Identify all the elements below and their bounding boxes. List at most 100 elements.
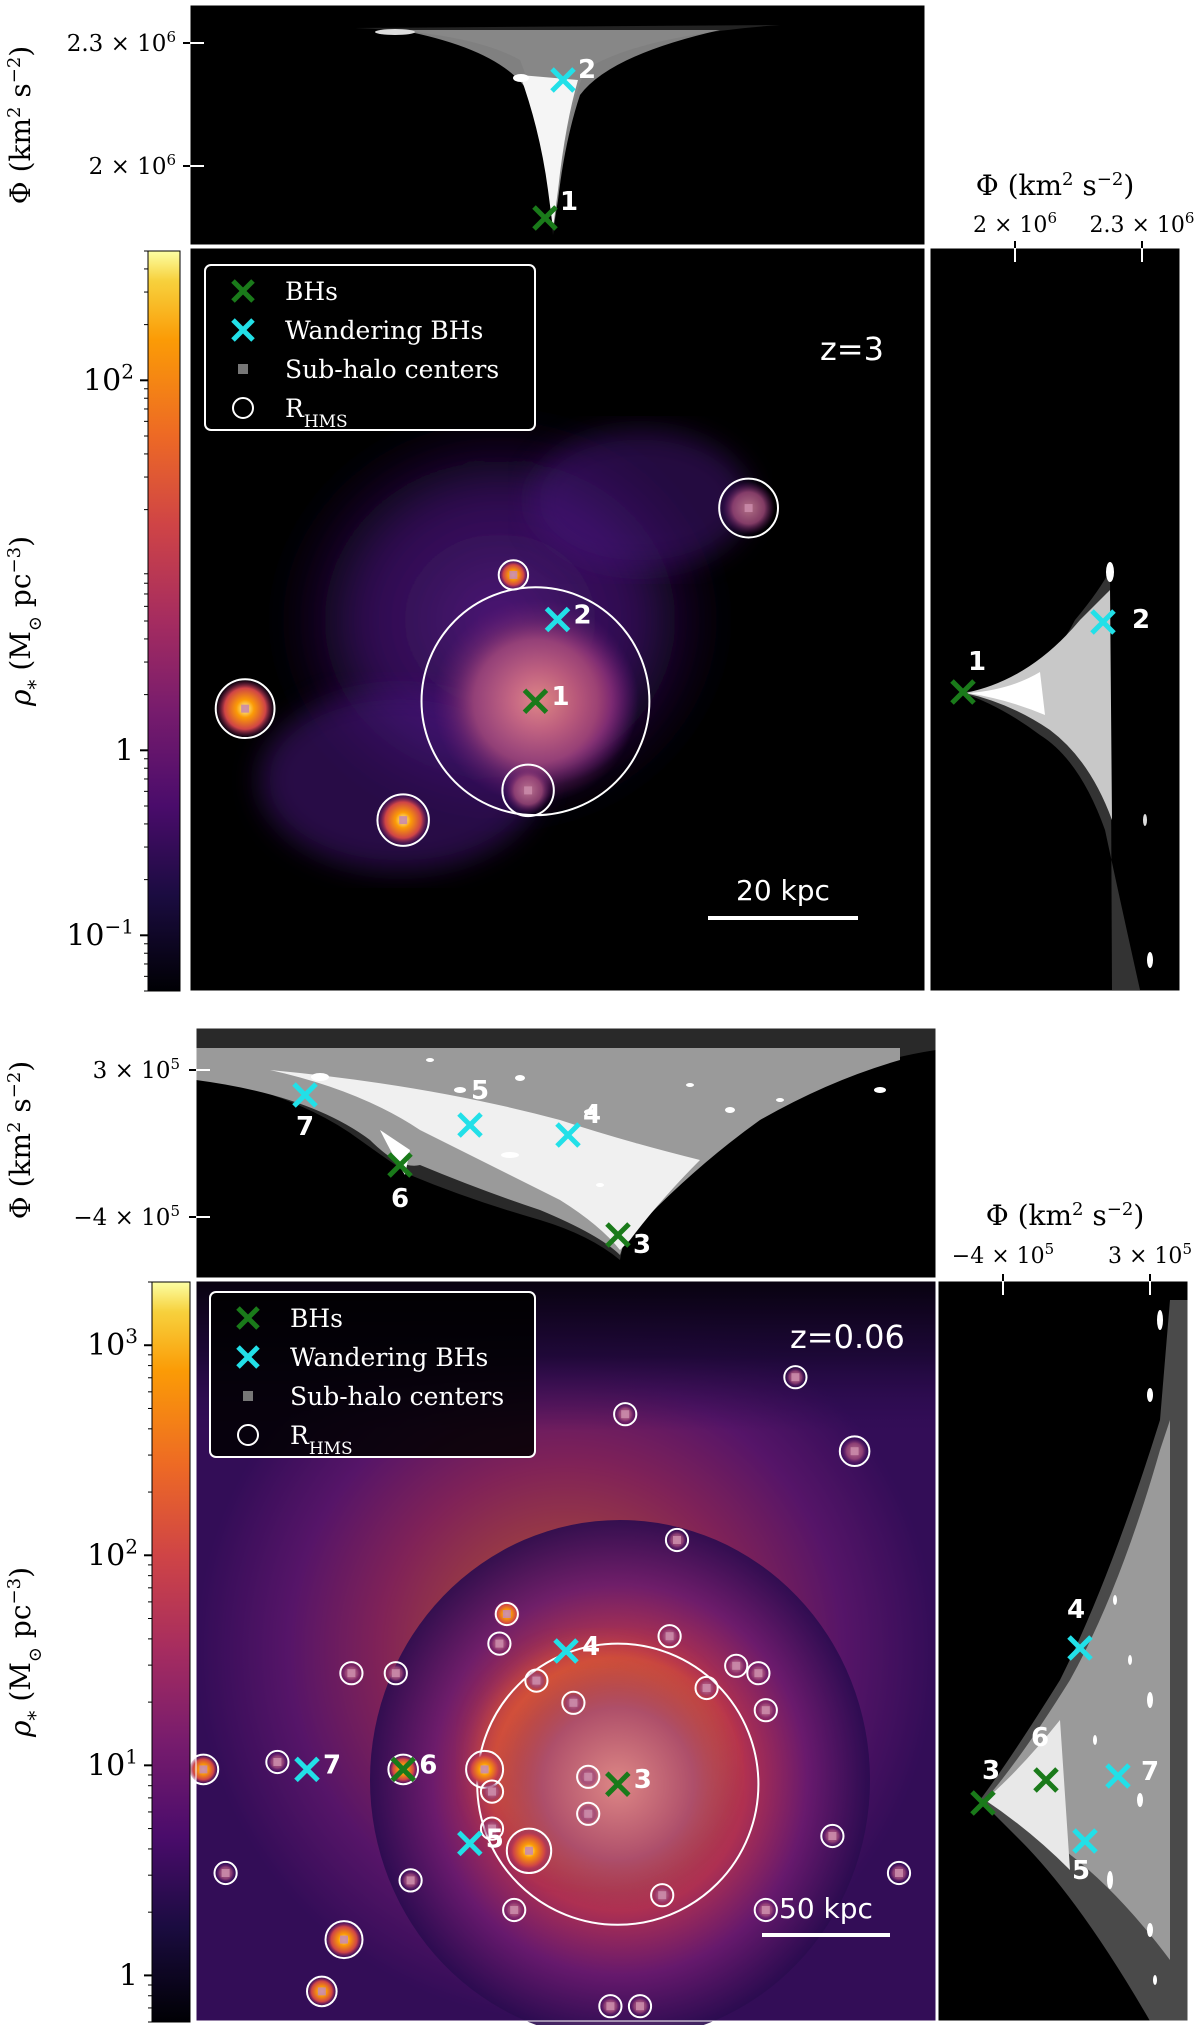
subhalo-24 xyxy=(820,1823,845,1849)
potential-profile-top-z3: 2 × 106 2.3 × 106 1 2 xyxy=(67,4,926,246)
right-bh-marker-6 xyxy=(1033,1767,1059,1793)
bh-label-5: 5 xyxy=(486,1824,504,1854)
subhalo-14 xyxy=(724,1653,749,1678)
rhms-circle xyxy=(838,1435,871,1467)
subhalo-center-marker xyxy=(340,1935,348,1944)
rhms-circle xyxy=(598,1994,623,2019)
subhalo-18 xyxy=(561,1690,586,1715)
colorbar-tick-label: 101 xyxy=(87,1744,138,1783)
subhalo-1 xyxy=(497,559,530,591)
legend-marker-0 xyxy=(231,279,255,303)
rhms-circle xyxy=(398,1868,423,1893)
top-bh-label-1: 1 xyxy=(560,187,578,217)
subhalo-center-marker xyxy=(399,816,408,825)
colorbar-tick-label: 10−1 xyxy=(66,914,134,953)
subhalo-center-marker xyxy=(199,1765,208,1774)
top-bh-marker-2 xyxy=(550,67,576,93)
top-bh-label-7: 7 xyxy=(296,1112,314,1142)
subhalo-center-marker xyxy=(273,1758,282,1766)
phi-axis-title: Φ (km2 s−2) xyxy=(986,1199,1145,1233)
top-bh-marker-6 xyxy=(387,1152,413,1178)
colorbar-title: ρ* (M⊙ pc−3) xyxy=(4,1567,48,1738)
legend-marker-3 xyxy=(237,1424,259,1446)
rhms-circle xyxy=(718,477,779,539)
bh-marker-6 xyxy=(390,1756,416,1783)
rhms-circle xyxy=(886,1860,912,1886)
phi-tick-label: 3 × 105 xyxy=(93,1055,180,1084)
subhalo-center-marker xyxy=(569,1698,578,1707)
subhalo-center-marker xyxy=(665,1632,674,1641)
right-bh-label-6: 6 xyxy=(1031,1723,1049,1753)
subhalo-13 xyxy=(694,1675,719,1701)
subhalo-3 xyxy=(376,793,430,847)
subhalo-center-marker xyxy=(850,1447,859,1456)
right-bh-marker-7 xyxy=(1105,1763,1131,1789)
subhalo-center-marker xyxy=(488,1824,496,1833)
phi-axis-title: Φ (km2 s−2) xyxy=(976,169,1135,203)
legend-label-1: Wandering BHs xyxy=(285,316,483,345)
subhalo-center-marker xyxy=(495,1639,504,1648)
bh-marker-1 xyxy=(522,688,549,714)
subhalo-center-marker xyxy=(658,1891,667,1900)
bh-label-4: 4 xyxy=(582,1632,600,1662)
subhalo-center-marker xyxy=(584,1809,593,1818)
panel-set-z006: −4 × 105 3 × 105 3 4 5 6 7 3 4 5 6 7 z=0.06 50 kp… xyxy=(4,1027,1192,2025)
subhalo-19 xyxy=(479,1816,505,1841)
legend-frame xyxy=(209,1291,536,1458)
legend-marker-0 xyxy=(236,1306,260,1330)
subhalo-center-marker xyxy=(524,786,533,795)
subhalo-28 xyxy=(339,1661,364,1686)
right-bh-marker-5 xyxy=(1072,1828,1098,1854)
top-bh-marker-3 xyxy=(605,1222,631,1248)
legend-marker-1 xyxy=(236,1345,260,1369)
phi-axis-top-z3: 2 × 106 2.3 × 106 xyxy=(67,28,204,180)
top-bh-label-5: 5 xyxy=(471,1076,489,1106)
rhms-circle xyxy=(487,1631,512,1656)
subhalo-2 xyxy=(465,1749,505,1789)
top-bh-label-6: 6 xyxy=(391,1184,409,1214)
rhms-circle xyxy=(494,1601,519,1627)
right-bh-label-2: 2 xyxy=(1132,605,1150,635)
subhalo-4 xyxy=(501,763,555,818)
subhalo-27 xyxy=(627,1994,653,2019)
rhms-circle xyxy=(339,1661,364,1686)
top-bh-marker-7 xyxy=(292,1082,318,1108)
subhalo-center-marker xyxy=(221,1869,230,1877)
panel-set-z3: 2 × 106 2.3 × 106 1 2 1 2 z=3 20 kpc BHs Wan… xyxy=(4,4,1194,992)
right-bh-marker-3 xyxy=(970,1790,996,1816)
colorbar-tick-label: 1 xyxy=(115,733,134,768)
subhalo-17 xyxy=(524,1668,549,1693)
subhalo-center-marker xyxy=(241,704,250,713)
subhalo-center-marker xyxy=(621,1410,630,1419)
rhms-circle xyxy=(820,1823,845,1849)
subhalo-25 xyxy=(886,1860,912,1886)
phi-axis-label-left-z006: Φ (km2 s−2) xyxy=(4,1061,38,1220)
subhalo-center-marker xyxy=(828,1832,837,1840)
right-bh-label-4: 4 xyxy=(1067,1595,1085,1625)
subhalo-30 xyxy=(265,1749,290,1775)
subhalo-10 xyxy=(838,1435,871,1467)
rhms-circle xyxy=(502,1897,527,1923)
rhms-circle xyxy=(576,1801,601,1826)
right-bh-label-1: 1 xyxy=(968,647,986,677)
rhms-circle xyxy=(657,1624,682,1649)
bh-label-2: 2 xyxy=(574,601,592,631)
rhms-circle xyxy=(214,678,276,740)
subhalo-center-marker xyxy=(761,1906,770,1914)
top-bh-marker-1 xyxy=(532,205,558,231)
redshift-label-z006: z=0.06 xyxy=(790,1318,905,1356)
rhms-circle xyxy=(576,1764,601,1789)
density-map-z3: 1 2 z=3 20 kpc BHs Wandering BHs Sub-halo c… xyxy=(189,247,926,992)
rhms-circle xyxy=(746,1661,771,1686)
subhalo-center-marker xyxy=(584,1772,593,1781)
bh-label-7: 7 xyxy=(323,1750,341,1780)
subhalo-center-marker xyxy=(317,1987,326,1996)
rhms-circle xyxy=(505,1827,553,1875)
subhalo-center-marker xyxy=(488,1787,496,1796)
rhms-circle xyxy=(627,1994,653,2019)
subhalo-29 xyxy=(383,1661,408,1686)
phi-tick-label: −4 × 105 xyxy=(952,1240,1054,1269)
subhalo-3 xyxy=(492,1600,521,1628)
subhalo-center-marker xyxy=(761,1706,770,1715)
subhalo-center-marker xyxy=(636,2002,644,2011)
